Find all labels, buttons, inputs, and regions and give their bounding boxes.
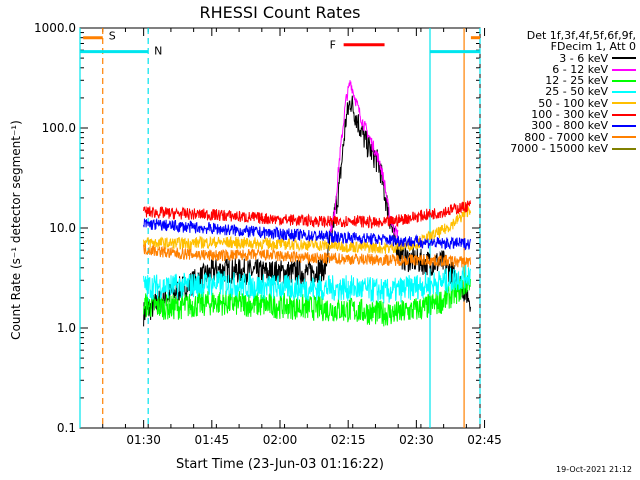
x-tick-label: 01:30 bbox=[126, 433, 161, 447]
legend-swatch bbox=[612, 57, 636, 60]
y-tick-label: 100.0 bbox=[42, 121, 76, 135]
plot-frame bbox=[79, 27, 481, 429]
series-lines bbox=[143, 80, 471, 327]
timestamp: 19-Oct-2021 21:12 bbox=[556, 465, 632, 474]
series-line bbox=[143, 262, 471, 304]
y-tick-label: 10.0 bbox=[49, 221, 76, 235]
legend-item: 7000 - 15000 keV bbox=[478, 143, 636, 154]
legend-label: 50 - 100 keV bbox=[538, 96, 608, 110]
series-line bbox=[143, 243, 471, 268]
legend-rows: 3 - 6 keV 6 - 12 keV 12 - 25 keV 25 - 50 ke… bbox=[478, 51, 636, 154]
legend: Det 1f,3f,4f,5f,6f,9f, FDecim 1, Att 0 3… bbox=[478, 30, 636, 154]
series-line bbox=[143, 217, 471, 251]
legend-label: 800 - 7000 keV bbox=[524, 130, 608, 144]
legend-swatch bbox=[612, 113, 636, 116]
x-tick-label: 02:00 bbox=[263, 433, 298, 447]
legend-item: 100 - 300 keV bbox=[478, 109, 636, 120]
legend-swatch bbox=[612, 79, 636, 82]
legend-header: Det 1f,3f,4f,5f,6f,9f, FDecim 1, Att 0 bbox=[526, 29, 636, 54]
legend-item: 300 - 800 keV bbox=[478, 119, 636, 133]
series-line bbox=[329, 80, 399, 239]
legend-swatch bbox=[612, 91, 636, 94]
series-line bbox=[143, 206, 471, 254]
s-label: S bbox=[109, 30, 116, 43]
series-line bbox=[143, 200, 471, 229]
legend-item: 12 - 25 keV bbox=[478, 75, 636, 86]
legend-swatch bbox=[612, 125, 636, 128]
legend-swatch bbox=[612, 147, 636, 150]
x-tick-label: 02:45 bbox=[467, 433, 502, 447]
y-axis-label: Count Rate (s⁻¹ detector segment⁻¹) bbox=[9, 120, 23, 340]
x-tick-label: 02:15 bbox=[331, 433, 366, 447]
chart-title: RHESSI Count Rates bbox=[200, 3, 361, 22]
annotation-bars: S N F bbox=[80, 30, 480, 58]
x-tick-label: 02:30 bbox=[399, 433, 434, 447]
legend-label: 7000 - 15000 keV bbox=[510, 141, 608, 155]
legend-swatch bbox=[612, 68, 636, 71]
y-tick-label: 0.1 bbox=[57, 421, 76, 435]
f-label: F bbox=[330, 39, 336, 52]
x-axis-label: Start Time (23-Jun-03 01:16:22) bbox=[176, 457, 384, 472]
legend-item: 25 - 50 keV bbox=[478, 85, 636, 99]
legend-label: 25 - 50 keV bbox=[545, 85, 608, 99]
legend-item: 800 - 7000 keV bbox=[478, 130, 636, 144]
legend-item: 50 - 100 keV bbox=[478, 96, 636, 110]
y-tick-label: 1000.0 bbox=[34, 21, 76, 35]
legend-label: 12 - 25 keV bbox=[545, 74, 608, 88]
legend-swatch bbox=[612, 136, 636, 139]
x-tick-label: 01:45 bbox=[195, 433, 230, 447]
legend-swatch bbox=[612, 102, 636, 105]
legend-label: 300 - 800 keV bbox=[531, 119, 608, 133]
legend-label: 3 - 6 keV bbox=[559, 51, 608, 65]
y-tick-label: 1.0 bbox=[57, 321, 76, 335]
legend-item: 3 - 6 keV bbox=[478, 51, 636, 65]
legend-label: 100 - 300 keV bbox=[531, 108, 608, 122]
n-label: N bbox=[154, 45, 162, 58]
legend-label: 6 - 12 keV bbox=[552, 62, 608, 76]
vertical-markers bbox=[79, 28, 481, 428]
legend-item: 6 - 12 keV bbox=[478, 64, 636, 75]
